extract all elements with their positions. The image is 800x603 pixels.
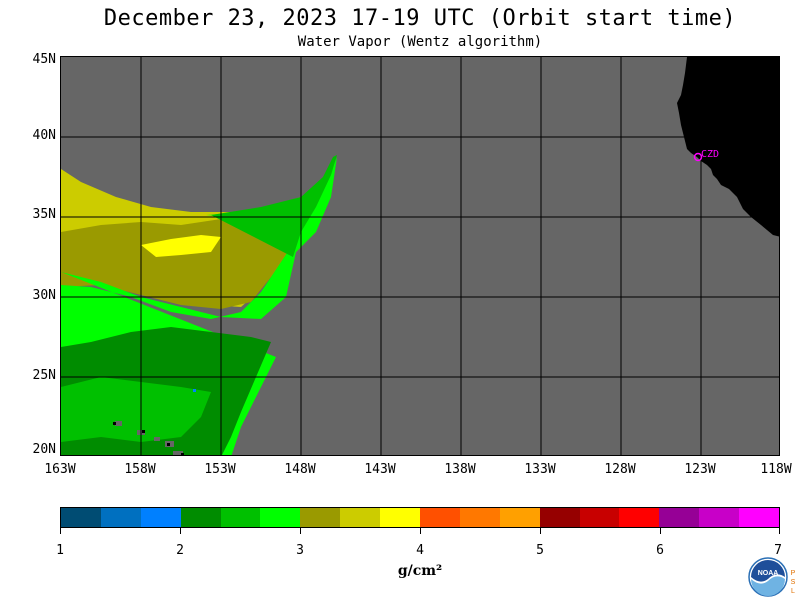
colorbar-tick-label: 7 — [774, 543, 782, 558]
page-title: December 23, 2023 17-19 UTC (Orbit start… — [103, 6, 737, 31]
page-subtitle: Water Vapor (Wentz algorithm) — [297, 34, 543, 50]
california-land — [677, 57, 779, 237]
svg-text:S: S — [791, 579, 796, 586]
lon-label: 128W — [604, 462, 636, 477]
colorbar-swatch — [140, 508, 181, 527]
colorbar-tick-mark — [180, 528, 181, 534]
svg-text:NOAA: NOAA — [758, 570, 779, 577]
swath-high-streak — [141, 235, 221, 257]
lon-label: 118W — [760, 462, 792, 477]
data-speck — [193, 389, 196, 392]
colorbar-tick-mark — [420, 528, 421, 534]
colorbar-swatch — [539, 508, 580, 527]
station-marker — [693, 152, 703, 162]
colorbar-tick-label: 5 — [536, 543, 544, 558]
colorbar-tick-mark — [660, 528, 661, 534]
lon-label: 133W — [524, 462, 556, 477]
colorbar-swatch — [579, 508, 620, 527]
svg-text:P: P — [791, 570, 796, 577]
colorbar-swatch — [699, 508, 740, 527]
lat-label: 25N — [32, 368, 56, 383]
colorbar-tick-label: 1 — [56, 543, 64, 558]
svg-text:L: L — [791, 588, 795, 595]
colorbar-swatch — [300, 508, 341, 527]
colorbar-swatch — [340, 508, 381, 527]
lon-label: 138W — [444, 462, 476, 477]
colorbar-swatch — [619, 508, 660, 527]
lat-label: 45N — [32, 52, 56, 67]
colorbar-swatch — [659, 508, 700, 527]
colorbar — [60, 507, 780, 528]
colorbar-tick-label: 3 — [296, 543, 304, 558]
colorbar-swatch — [61, 508, 101, 527]
swath-mid-green — [61, 377, 211, 442]
colorbar-swatch — [180, 508, 221, 527]
colorbar-swatch — [220, 508, 261, 527]
lon-label: 153W — [204, 462, 236, 477]
colorbar-tick-label: 2 — [176, 543, 184, 558]
colorbar-tick-label: 4 — [416, 543, 424, 558]
lon-label: 158W — [124, 462, 156, 477]
swath-olive-band — [61, 217, 301, 309]
lat-label: 20N — [32, 442, 56, 457]
hawaii-coast — [113, 422, 184, 455]
colorbar-swatch — [260, 508, 301, 527]
noaa-logo: NOAA P S L — [748, 553, 798, 599]
lat-label: 40N — [32, 128, 56, 143]
swath-edge — [211, 155, 337, 257]
colorbar-tick-mark — [779, 528, 780, 534]
colorbar-swatch — [380, 508, 421, 527]
colorbar-swatch — [499, 508, 540, 527]
graticule — [61, 57, 779, 455]
lat-label: 35N — [32, 207, 56, 222]
colorbar-tick-mark — [300, 528, 301, 534]
colorbar-swatch — [739, 508, 780, 527]
colorbar-swatch — [459, 508, 500, 527]
colorbar-tick-mark — [540, 528, 541, 534]
map-canvas: CZD — [61, 57, 779, 455]
station-label: CZD — [701, 149, 719, 160]
lon-label: 163W — [44, 462, 76, 477]
lat-label: 30N — [32, 288, 56, 303]
colorbar-swatch — [100, 508, 141, 527]
lon-label: 143W — [364, 462, 396, 477]
colorbar-tick-mark — [60, 528, 61, 534]
colorbar-swatch — [420, 508, 460, 527]
lon-label: 123W — [684, 462, 716, 477]
colorbar-units: g/cm² — [397, 563, 443, 579]
water-vapor-map: CZD — [60, 56, 780, 456]
lon-label: 148W — [284, 462, 316, 477]
colorbar-tick-label: 6 — [656, 543, 664, 558]
